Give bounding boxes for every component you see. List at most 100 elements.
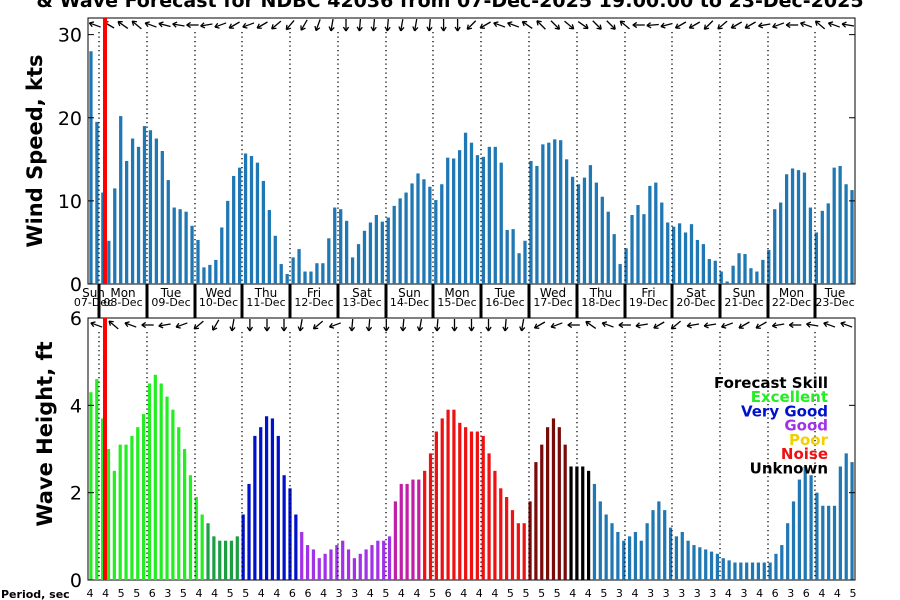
bar xyxy=(683,232,688,284)
bar xyxy=(701,244,706,284)
arrow-shaft xyxy=(806,323,819,327)
day-of-week-label: Wed xyxy=(540,286,566,300)
period-value: 3 xyxy=(616,587,623,600)
period-value: 4 xyxy=(460,587,467,600)
chart-title: & Wave Forecast for NDBC 42036 from 07-D… xyxy=(36,0,863,12)
bar xyxy=(226,200,230,285)
arrow-head xyxy=(519,326,526,332)
arrow-shaft xyxy=(717,20,728,30)
direction-arrow xyxy=(384,18,391,32)
arrow-head xyxy=(507,21,513,28)
bar xyxy=(610,523,614,580)
arrow-shaft xyxy=(89,22,101,28)
arrow-head xyxy=(585,320,591,327)
arrow-head xyxy=(399,326,407,332)
bar xyxy=(178,209,182,284)
bar xyxy=(380,221,384,284)
day-of-week-label: Tue xyxy=(494,286,516,300)
direction-arrow xyxy=(758,22,771,29)
arrow-head xyxy=(800,21,806,28)
bar xyxy=(214,259,218,284)
direction-arrow xyxy=(533,321,546,329)
arrow-shaft xyxy=(703,20,714,30)
bar xyxy=(282,475,286,580)
arrow-shaft xyxy=(840,322,853,328)
period-value: 5 xyxy=(538,587,545,600)
day-of-week-label: Wed xyxy=(205,286,231,300)
direction-arrow xyxy=(823,321,836,328)
arrow-shaft xyxy=(823,322,836,328)
direction-arrow xyxy=(567,321,580,329)
bar xyxy=(159,383,163,580)
bar xyxy=(755,271,759,284)
arrow-head xyxy=(412,26,419,32)
bar xyxy=(808,207,813,284)
bar xyxy=(393,501,397,580)
bar xyxy=(516,523,520,580)
bar xyxy=(434,431,438,580)
bar xyxy=(547,142,551,284)
direction-arrow xyxy=(721,322,734,329)
direction-arrow xyxy=(771,322,785,329)
bar xyxy=(627,536,632,580)
day-of-week-label: Sat xyxy=(686,286,706,300)
bar xyxy=(118,444,122,580)
bar xyxy=(350,257,355,284)
bar xyxy=(511,229,515,284)
arrow-head xyxy=(758,22,764,29)
bar xyxy=(305,545,310,580)
arrow-head xyxy=(88,21,95,28)
arrow-shaft xyxy=(536,20,546,30)
legend-entry: Good xyxy=(784,417,828,435)
arrow-shaft xyxy=(124,322,137,328)
direction-arrow xyxy=(242,22,255,29)
arrow-head xyxy=(841,21,847,28)
arrow-shaft xyxy=(755,321,767,329)
bar xyxy=(273,235,277,284)
direction-arrow xyxy=(577,21,589,30)
arrow-head xyxy=(674,23,681,29)
bar xyxy=(220,227,224,284)
arrow-head xyxy=(755,323,761,329)
arrow-head xyxy=(451,326,458,332)
bar xyxy=(540,444,544,580)
bar xyxy=(779,202,783,284)
bar xyxy=(680,531,684,580)
arrow-head xyxy=(730,23,737,29)
bar xyxy=(553,139,557,284)
arrow-shaft xyxy=(550,322,563,328)
arrow-shaft xyxy=(841,23,855,27)
arrow-head xyxy=(646,22,652,29)
direction-arrow xyxy=(186,21,199,29)
direction-arrow xyxy=(144,21,157,28)
bar xyxy=(616,531,620,580)
period-label: Period, sec xyxy=(1,588,70,600)
bar xyxy=(147,383,152,580)
bar xyxy=(791,501,796,580)
date-label: 14-Dec xyxy=(390,296,429,309)
arrow-shaft xyxy=(522,21,533,29)
arrow-shaft xyxy=(577,21,589,29)
direction-arrow xyxy=(399,318,407,332)
period-value: 5 xyxy=(554,587,561,600)
direction-arrow xyxy=(660,22,673,29)
bar xyxy=(333,207,337,284)
date-label: 11-Dec xyxy=(246,296,285,309)
arrow-head xyxy=(229,326,236,332)
direction-arrow xyxy=(670,320,682,330)
bar xyxy=(125,160,129,284)
arrow-shaft xyxy=(744,21,756,29)
arrow-shaft xyxy=(117,21,129,29)
direction-arrow xyxy=(646,22,659,29)
direction-arrow xyxy=(755,321,767,329)
bar xyxy=(838,466,842,580)
day-of-week-label: Fri xyxy=(641,286,655,300)
bar xyxy=(288,488,292,580)
period-value: 4 xyxy=(102,587,109,600)
bar xyxy=(237,167,242,285)
arrow-shaft xyxy=(372,18,376,32)
bar xyxy=(739,562,743,580)
period-value: 4 xyxy=(414,587,421,600)
bar xyxy=(101,418,105,580)
direction-arrow xyxy=(365,318,373,332)
